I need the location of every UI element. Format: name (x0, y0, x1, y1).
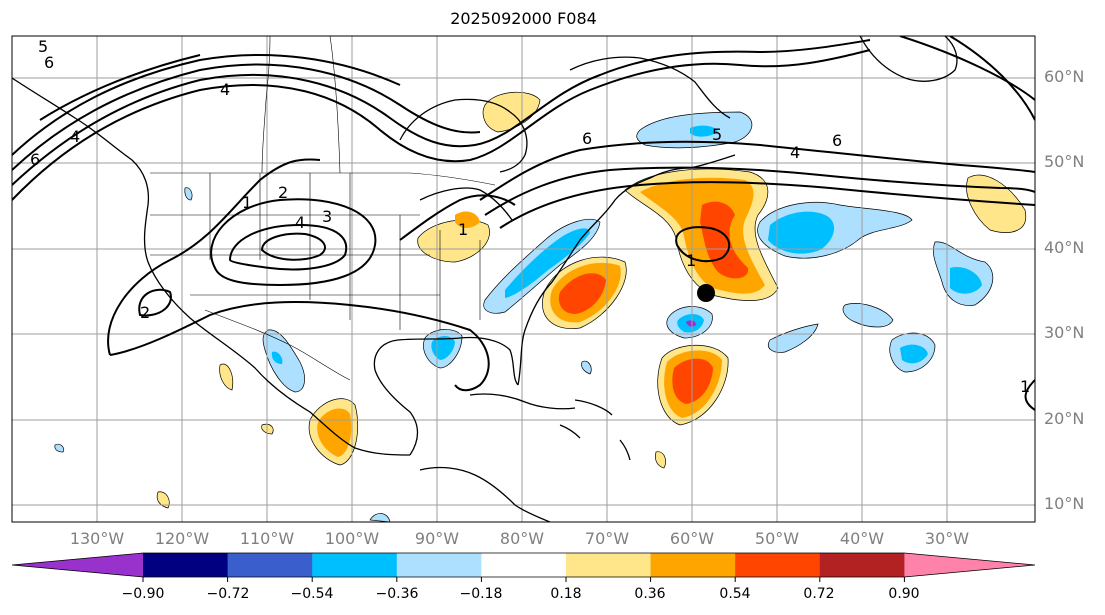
colorbar-segment (396, 553, 482, 577)
lat-label: 50°N (1044, 152, 1085, 171)
colorbar-tick-label: 0.18 (550, 586, 582, 602)
contour-label: 5 (38, 37, 48, 56)
colorbar-tick-label: 0.72 (803, 586, 835, 602)
contour-label: 1 (1020, 377, 1030, 396)
contour-label: 4 (220, 80, 230, 99)
colorbar-segment (566, 553, 652, 577)
contour-label: 2 (140, 303, 150, 322)
anomaly-shading (54, 91, 1027, 522)
contour-label: 3 (322, 207, 332, 226)
map-title: 2025092000 F084 (450, 9, 597, 28)
colorbar-tick-label: −0.90 (121, 586, 165, 602)
storm-center-marker (697, 284, 715, 302)
colorbar-segment (143, 553, 229, 577)
lon-label: 120°W (154, 529, 210, 548)
lon-label: 130°W (69, 529, 125, 548)
lat-label: 40°N (1044, 238, 1085, 257)
contour-label: 1 (458, 220, 468, 239)
borders (150, 36, 496, 381)
colorbar-segment (819, 553, 905, 577)
lon-label: 50°W (754, 529, 800, 548)
colorbar-segment (312, 553, 398, 577)
map-frame (11, 35, 1036, 523)
lon-label: 30°W (924, 529, 970, 548)
lat-label: 20°N (1044, 409, 1085, 428)
contour-label: 4 (790, 143, 800, 162)
lon-label: 40°W (839, 529, 885, 548)
contour-label: 1 (686, 251, 696, 270)
lon-label: 100°W (324, 529, 380, 548)
lon-label: 90°W (414, 529, 460, 548)
colorbar-tick-label: 0.54 (719, 586, 751, 602)
lat-label: 60°N (1044, 67, 1085, 86)
colorbar-segment (227, 553, 313, 577)
lat-label: 30°N (1044, 323, 1085, 342)
colorbar-extend-max (904, 553, 1035, 577)
colorbar-tick-label: 0.36 (634, 586, 666, 602)
lon-label: 60°W (669, 529, 715, 548)
contour-label: 6 (30, 150, 40, 169)
colorbar-tick-label: 0.90 (888, 586, 920, 602)
graticule (12, 36, 1035, 522)
colorbar-tick-label: −0.54 (290, 586, 334, 602)
colorbar-segment (735, 553, 821, 577)
contour-label-group: 5 6 4 4 6 5 4 6 1 2 4 3 1 2 1 6 1 (30, 37, 1030, 396)
contour-label: 6 (44, 53, 54, 72)
height-contours (12, 36, 1035, 411)
lon-label: 70°W (584, 529, 630, 548)
contour-label: 1 (242, 193, 252, 212)
contour-label: 4 (70, 127, 80, 146)
colorbar-segment (650, 553, 736, 577)
lon-label: 80°W (499, 529, 545, 548)
colorbar (11, 552, 1036, 582)
lon-label: 110°W (239, 529, 295, 548)
colorbar-extend-min (12, 553, 143, 577)
contour-label: 4 (295, 213, 305, 232)
contour-label: 2 (278, 183, 288, 202)
colorbar-segment (481, 553, 567, 577)
lat-label: 10°N (1044, 494, 1085, 513)
colorbar-tick-label: −0.18 (459, 586, 503, 602)
contour-label: 6 (832, 131, 842, 150)
colorbar-tick-label: −0.72 (206, 586, 250, 602)
colorbar-tick-label: −0.36 (375, 586, 419, 602)
contour-label: 6 (582, 129, 592, 148)
contour-label: 5 (712, 125, 722, 144)
